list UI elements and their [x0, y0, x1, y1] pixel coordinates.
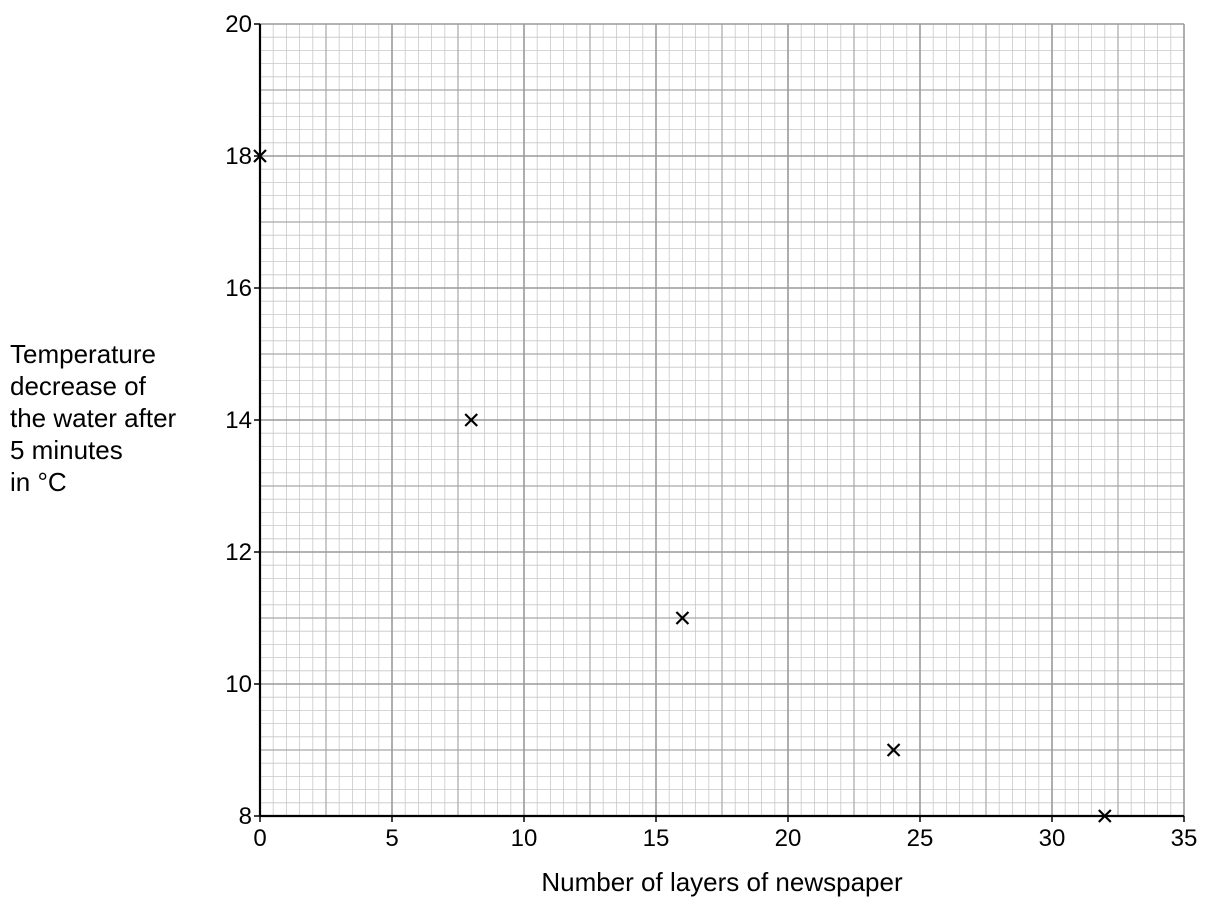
data-point [675, 611, 690, 625]
y-tick-label: 8 [239, 803, 252, 830]
data-point-stroke [253, 149, 267, 163]
data-points [253, 149, 1112, 823]
data-point-stroke [675, 611, 690, 625]
y-tick-labels: 8 10 12 14 16 18 20 [225, 11, 260, 830]
x-tick-label: 5 [385, 825, 398, 852]
x-tick-label: 30 [1039, 825, 1066, 852]
data-point [464, 413, 478, 427]
y-tick-label: 20 [225, 11, 252, 38]
x-tick-label: 25 [907, 825, 934, 852]
y-tick-label: 16 [225, 275, 252, 302]
y-axis-title-line: in °C [10, 467, 67, 497]
data-point-stroke [886, 743, 901, 757]
x-tick-label: 15 [643, 825, 670, 852]
x-tick-label: 20 [775, 825, 802, 852]
data-point [1098, 809, 1112, 823]
y-axis-title-line: 5 minutes [10, 435, 123, 465]
y-axis-title-line: decrease of [10, 371, 147, 401]
x-tick-label: 10 [511, 825, 538, 852]
data-point [886, 743, 901, 757]
x-tick-labels: 0 5 10 15 20 25 30 35 [253, 816, 1197, 852]
y-axis-title-line: Temperature [10, 339, 156, 369]
y-axis-title-line: the water after [10, 403, 177, 433]
y-tick-label: 14 [225, 407, 252, 434]
y-tick-label: 18 [225, 143, 252, 170]
x-tick-label: 0 [253, 825, 266, 852]
y-tick-label: 12 [225, 539, 252, 566]
x-tick-label: 35 [1171, 825, 1198, 852]
data-point-stroke [464, 413, 478, 427]
major-grid [259, 23, 1185, 817]
y-tick-label: 10 [225, 671, 252, 698]
data-point [253, 149, 267, 163]
x-axis-title: Number of layers of newspaper [541, 867, 903, 897]
data-point-stroke [1098, 809, 1112, 823]
